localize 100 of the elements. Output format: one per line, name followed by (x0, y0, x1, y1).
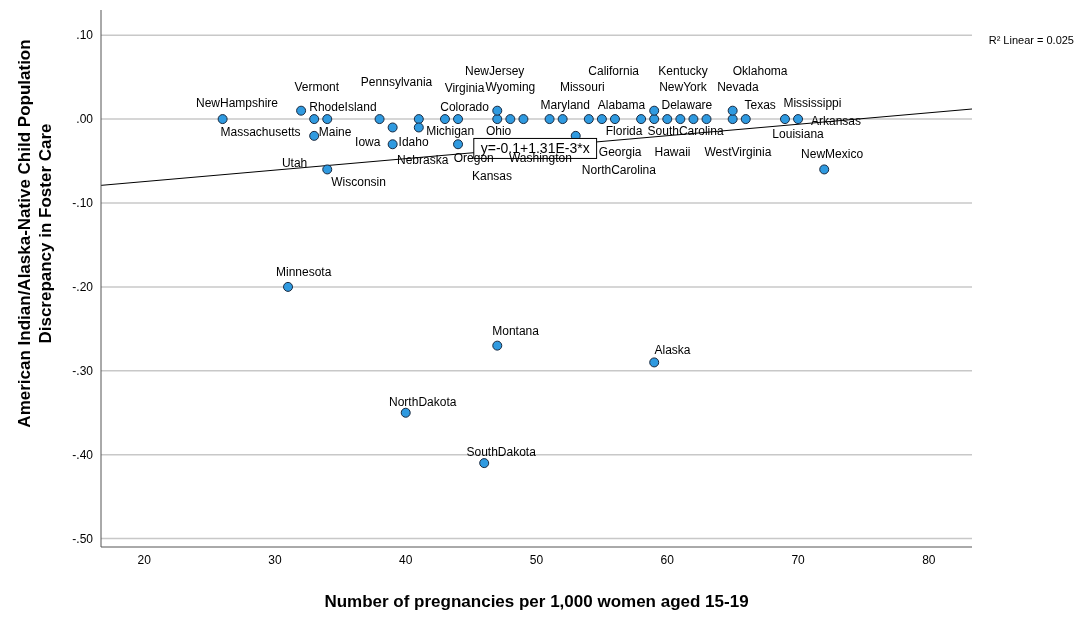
annotation: Louisiana (772, 126, 825, 141)
point (819, 164, 830, 175)
point (688, 114, 699, 125)
annotation: Mississippi (783, 96, 842, 111)
x-tick-label: 50 (529, 552, 544, 567)
annotation: Nevada (717, 80, 759, 95)
point (701, 114, 712, 125)
point (649, 105, 660, 116)
point (544, 114, 555, 125)
annotation: Maine (318, 124, 352, 139)
annotation: NewJersey (464, 63, 525, 78)
point (400, 407, 411, 418)
y-axis-title: American Indian/Alaska-Native Child Population Discrepancy in Foster Care (15, 39, 55, 428)
annotation: NorthDakota (389, 395, 457, 410)
point (779, 114, 790, 125)
point (609, 114, 620, 125)
annotation: WestVirginia (704, 145, 772, 159)
y-tick-label: -.40 (72, 447, 94, 462)
point (309, 130, 320, 141)
x-axis-title: Number of pregnancies per 1,000 women aged 15-19 (324, 592, 749, 611)
point (557, 114, 568, 125)
point (793, 114, 804, 125)
x-tick-label: 80 (922, 552, 936, 567)
annotation: Maryland (540, 98, 590, 113)
annotation: Wisconsin (331, 175, 386, 190)
annotation: Hawaii (654, 145, 691, 159)
y-tick-label: -.20 (72, 280, 94, 295)
annotation: Colorado (440, 99, 490, 114)
point (413, 122, 424, 133)
annotation: Ohio (485, 124, 512, 139)
annotation: Texas (744, 98, 776, 113)
annotation: Kansas (472, 169, 513, 184)
point (283, 281, 294, 292)
point (727, 114, 738, 125)
point (322, 164, 333, 175)
point (583, 114, 594, 125)
annotation: Massachusetts (220, 124, 301, 139)
annotation: RhodeIsland (309, 99, 377, 114)
annotation: Alaska (654, 343, 691, 358)
annotation: SouthDakota (466, 444, 537, 459)
annotation: Vermont (294, 80, 340, 95)
point (309, 114, 320, 125)
point (387, 139, 398, 150)
point (675, 114, 686, 125)
point (636, 114, 647, 125)
annotation: Oklahoma (732, 63, 788, 78)
annotation: Pennsylvania (360, 75, 433, 90)
point (649, 357, 660, 368)
x-tick-label: 40 (399, 552, 413, 567)
annotation: NorthCarolina (581, 162, 657, 177)
point (649, 114, 660, 125)
x-tick-label: 30 (268, 552, 282, 567)
annotation: Utah (281, 155, 308, 170)
text: R² Linear = 0.025 (988, 34, 1074, 46)
x-tick-label: 70 (791, 552, 806, 567)
point (596, 114, 607, 125)
annotation: California (588, 63, 640, 78)
annotation: NewYork (659, 80, 708, 95)
annotation: NewHampshire (196, 96, 279, 111)
point (453, 114, 464, 125)
annotation: Delaware (661, 98, 713, 113)
point (387, 122, 398, 133)
annotation: Missouri (559, 80, 605, 95)
point (217, 114, 228, 125)
point (662, 114, 673, 125)
annotation: NewMexico (801, 146, 864, 161)
y-tick-label: -.50 (72, 531, 94, 546)
point (727, 105, 738, 116)
point (413, 114, 424, 125)
annotation: Minnesota (276, 264, 332, 279)
annotation: Alabama (597, 98, 646, 113)
point (492, 340, 503, 351)
point (492, 114, 503, 125)
annotation: Montana (492, 323, 540, 338)
annotation: Idaho (398, 134, 429, 149)
point (322, 114, 333, 125)
annotation: Michigan (426, 124, 475, 139)
point (296, 105, 307, 116)
annotation: Georgia (598, 145, 642, 159)
annotation: Nebraska (397, 153, 449, 168)
y-tick-label: -.30 (72, 364, 94, 379)
y-tick-label: -.10 (72, 196, 94, 211)
point (740, 114, 751, 125)
annotation: Wyoming (485, 80, 536, 95)
point (439, 114, 450, 125)
point (492, 105, 503, 116)
point (453, 139, 464, 150)
annotation: Florida (605, 124, 643, 139)
point (374, 114, 385, 125)
point (505, 114, 516, 125)
y-tick-label: .00 (76, 112, 94, 127)
y-tick-label: .10 (76, 28, 94, 43)
point (479, 458, 490, 469)
annotation: SouthCarolina (647, 124, 724, 139)
point (518, 114, 529, 125)
x-tick-label: 20 (137, 552, 152, 567)
annotation: Iowa (355, 134, 381, 149)
annotation: Kentucky (658, 63, 708, 78)
x-tick-label: 60 (660, 552, 675, 567)
annotation: Virginia (444, 81, 485, 96)
